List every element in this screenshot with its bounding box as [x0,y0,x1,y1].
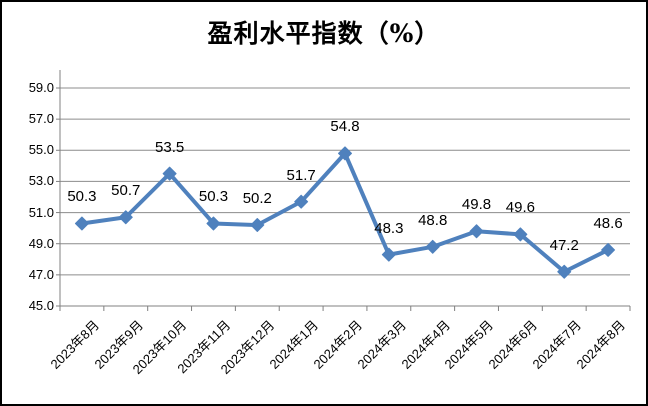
data-point-marker [294,194,309,209]
data-point-marker [513,227,528,242]
data-label: 50.7 [111,182,141,200]
data-label: 48.6 [593,214,623,232]
y-axis-tick-label: 45.0 [28,298,54,313]
data-point-marker [381,247,396,262]
data-point-marker [469,224,484,239]
data-label: 53.5 [155,138,185,156]
data-point-marker [601,242,616,257]
y-axis-tick-label: 47.0 [28,266,54,282]
data-label: 48.3 [374,219,404,237]
y-axis-tick-label: 57.0 [28,111,54,127]
y-axis-tick-label: 49.0 [28,235,54,251]
data-label: 49.6 [505,199,535,217]
data-label: 50.3 [67,188,97,206]
data-point-marker [338,146,352,161]
data-point-marker [250,218,265,233]
data-point-marker [74,216,89,231]
data-point-marker [425,239,440,254]
y-axis-tick-label: 53.0 [28,173,54,189]
data-label: 54.8 [330,118,360,136]
data-point-marker [162,166,177,181]
data-label: 50.3 [198,188,229,206]
y-axis-tick-label: 59.0 [28,80,54,95]
data-label: 49.8 [461,196,492,214]
chart-title: 盈利水平指数（%） [207,19,441,48]
data-label: 47.2 [549,236,579,254]
data-label: 51.7 [286,166,316,184]
data-point-marker [557,264,572,279]
y-axis-tick-label: 55.0 [28,142,54,158]
data-point-marker [118,210,133,225]
data-point-marker [206,216,221,231]
data-label: 50.2 [242,190,272,208]
y-axis-tick-label: 51.0 [28,204,54,220]
data-label: 48.8 [418,211,448,229]
